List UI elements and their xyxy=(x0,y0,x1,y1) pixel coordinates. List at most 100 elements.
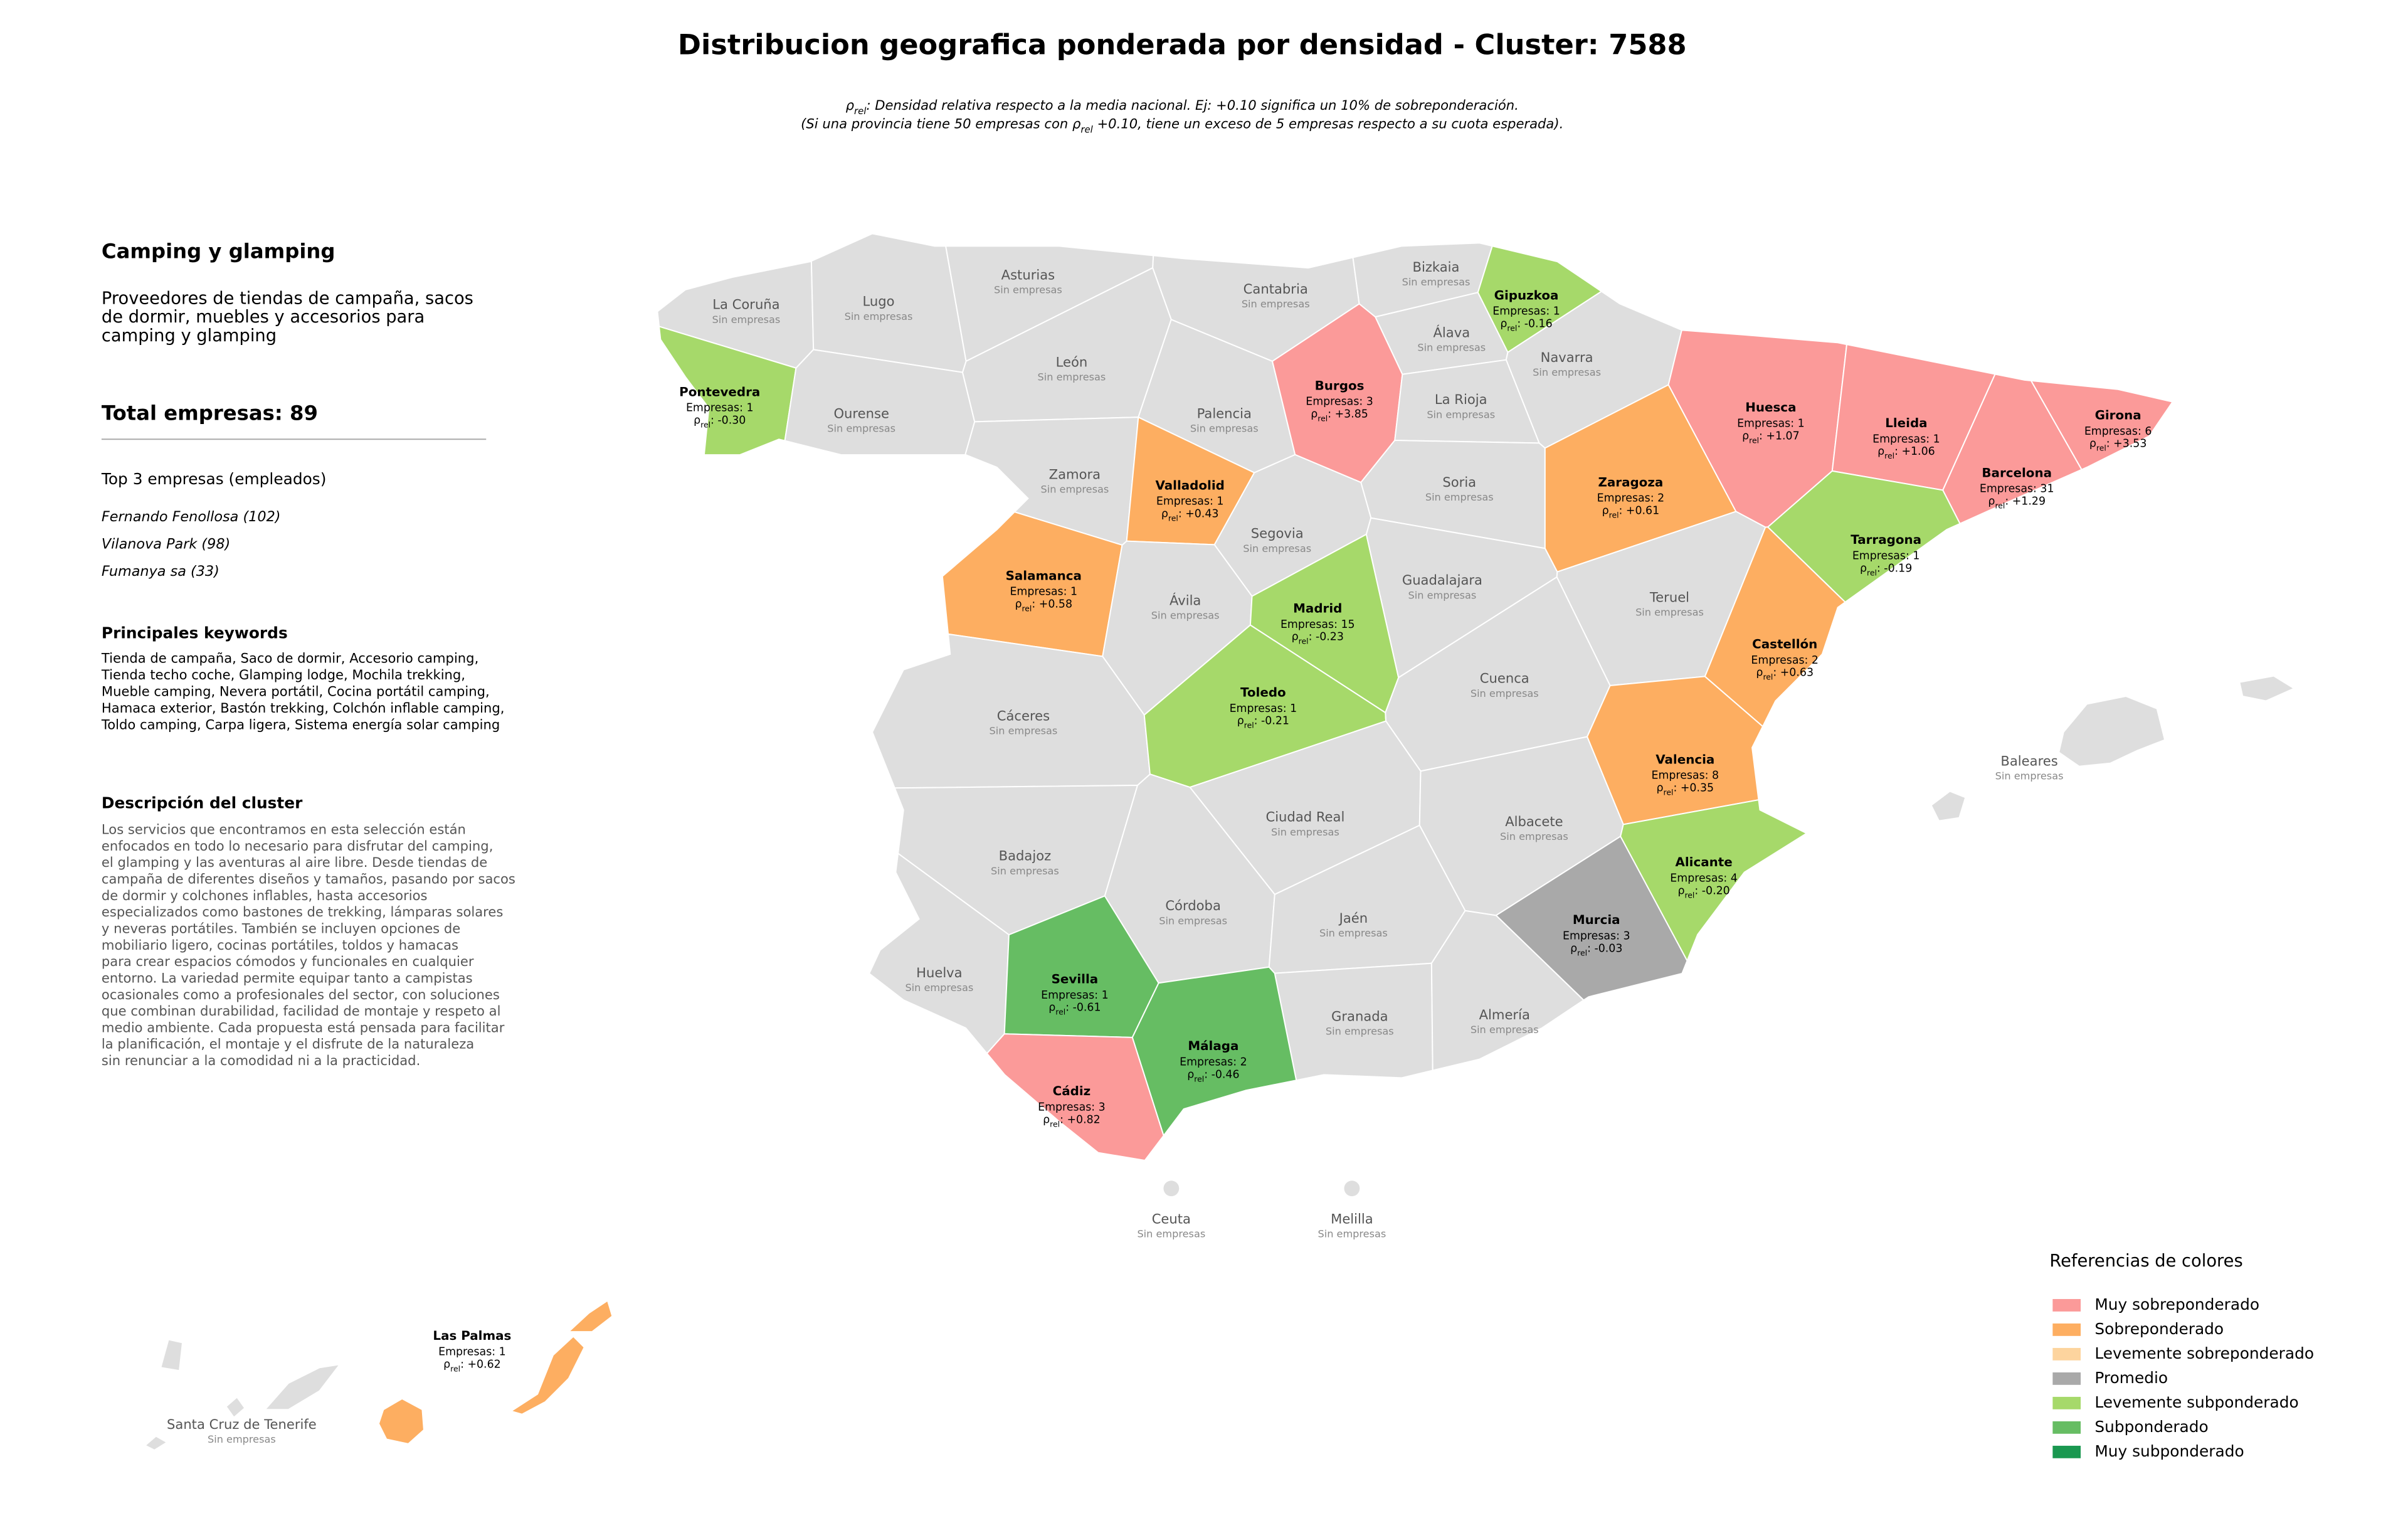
province-name: Las Palmas xyxy=(433,1329,511,1343)
subscript: rel xyxy=(1867,568,1877,577)
subscript: rel xyxy=(1318,414,1328,423)
province-rho: ρrel: +0.58 xyxy=(1015,598,1072,613)
sidebar-summary: camping y glamping xyxy=(102,326,277,346)
province xyxy=(986,1033,1164,1162)
text-part: : +3.53 xyxy=(2106,438,2147,450)
province-name: Huelva xyxy=(916,965,962,980)
province-name: Guadalajara xyxy=(1402,572,1482,588)
text-part: ρ xyxy=(1988,496,1995,508)
province-empty: Sin empresas xyxy=(827,423,895,435)
keyword-line: Toldo camping, Carpa ligera, Sistema ene… xyxy=(101,717,500,733)
text-part: ρ xyxy=(1043,1113,1050,1126)
subscript: rel xyxy=(1299,637,1309,646)
text-part: ρ xyxy=(1237,715,1244,728)
map xyxy=(144,233,2296,1451)
province-rho: ρrel: -0.23 xyxy=(1292,631,1344,646)
province-empty: Sin empresas xyxy=(990,724,1058,736)
legend-swatch xyxy=(2052,1372,2081,1385)
province-empty: Sin empresas xyxy=(1402,276,1471,288)
description-line: que combinan durabilidad, facilidad de m… xyxy=(102,1003,501,1019)
province-count: Empresas: 1 xyxy=(1492,305,1560,318)
text-part: : +3.85 xyxy=(1328,408,1368,421)
description-line: Los servicios que encontramos en esta se… xyxy=(102,822,466,837)
province-count: Empresas: 8 xyxy=(1652,770,1719,782)
description-line: mobiliario ligero, cocinas portátiles, t… xyxy=(102,937,458,953)
province-name: Girona xyxy=(2095,408,2141,423)
province-rho: ρrel: -0.46 xyxy=(1187,1068,1239,1083)
province-rho: ρrel: -0.19 xyxy=(1860,562,1912,577)
text-part: ρ xyxy=(2089,438,2096,450)
province-count: Empresas: 6 xyxy=(2084,425,2152,438)
description-line: para crear espacios cómodos y funcionale… xyxy=(102,953,474,969)
province-name: Burgos xyxy=(1315,378,1365,393)
province-count: Empresas: 1 xyxy=(1872,433,1940,445)
province-empty: Sin empresas xyxy=(1319,927,1388,939)
province xyxy=(1620,798,1809,963)
description-line: ocasionales como a profesionales del sec… xyxy=(102,987,500,1002)
text-part: : Densidad relativa respecto a la media … xyxy=(866,97,1518,113)
province-name: Baleares xyxy=(2000,753,2057,768)
legend-swatch xyxy=(2052,1396,2081,1409)
province xyxy=(2239,675,2296,702)
top-company: Fumanya sa (33) xyxy=(102,563,219,580)
subscript: rel xyxy=(1749,435,1759,445)
subscript: rel xyxy=(1884,451,1894,460)
province-name: Palencia xyxy=(1197,406,1252,422)
legend-swatch xyxy=(2052,1323,2081,1336)
legend-label: Levemente subponderado xyxy=(2094,1393,2298,1411)
province-rho: ρrel: +1.29 xyxy=(1988,496,2046,511)
province-name: Cádiz xyxy=(1053,1084,1091,1098)
text-part: : +1.06 xyxy=(1894,445,1935,458)
province-empty: Sin empresas xyxy=(1417,341,1486,353)
legend-label: Subponderado xyxy=(2094,1418,2208,1436)
subscript: rel xyxy=(1055,1007,1065,1017)
subscript: rel xyxy=(2096,443,2106,453)
text-part: : -0.23 xyxy=(1309,631,1344,644)
text-part: ρ xyxy=(1187,1068,1194,1081)
subscript: rel xyxy=(1664,787,1674,797)
province-rho: ρrel: +0.43 xyxy=(1161,507,1219,523)
text-part: ρ xyxy=(1657,782,1664,794)
province-count: Empresas: 3 xyxy=(1563,930,1630,942)
description-line: sin renunciar a la comodidad ni a la pra… xyxy=(102,1053,420,1068)
text-part: ρ xyxy=(1048,1002,1055,1014)
province-count: Empresas: 4 xyxy=(1670,873,1738,885)
province-name: Zamora xyxy=(1049,466,1101,482)
legend-label: Muy sobreponderado xyxy=(2094,1295,2259,1313)
total: Total empresas: 89 xyxy=(102,401,318,425)
province-count: Empresas: 2 xyxy=(1180,1056,1247,1069)
subscript: rel xyxy=(1507,324,1517,333)
province-empty: Sin empresas xyxy=(1500,830,1568,842)
subtitle-line: (Si una provincia tiene 50 empresas con … xyxy=(801,116,1563,135)
subscript: rel xyxy=(1168,513,1178,523)
province-name: Ciudad Real xyxy=(1265,809,1344,825)
province-name: La Coruña xyxy=(712,297,779,312)
province xyxy=(144,1435,169,1451)
province-name: Melilla xyxy=(1331,1211,1373,1226)
province-count: Empresas: 1 xyxy=(1852,549,1920,562)
text-part: ρ xyxy=(1602,504,1609,517)
province-empty: Sin empresas xyxy=(991,865,1059,877)
province-name: Segovia xyxy=(1251,526,1304,541)
keywords-title: Principales keywords xyxy=(102,624,288,642)
province-name: Bizkaia xyxy=(1413,259,1460,275)
province-empty: Sin empresas xyxy=(1151,610,1220,622)
text-part: : +0.63 xyxy=(1773,667,1814,679)
province-empty: Sin empresas xyxy=(1159,915,1227,926)
province xyxy=(1430,910,1585,1071)
province-count: Empresas: 1 xyxy=(1156,496,1224,508)
province-count: Empresas: 1 xyxy=(438,1345,506,1358)
province-name: La Rioja xyxy=(1435,391,1487,407)
text-part: ρ xyxy=(1292,631,1299,644)
province-name: Santa Cruz de Tenerife xyxy=(167,1416,317,1432)
sidebar-summary: Proveedores de tiendas de campaña, sacos xyxy=(102,289,473,308)
province-name: Salamanca xyxy=(1006,568,1082,583)
province-name: Alicante xyxy=(1675,855,1732,869)
province-rho: ρrel: +1.07 xyxy=(1742,430,1800,445)
text-part: : -0.21 xyxy=(1254,715,1289,728)
province-name: Lugo xyxy=(862,294,894,309)
description-line: especializados como bastones de trekking… xyxy=(102,904,503,920)
province-rho: ρrel: -0.16 xyxy=(1500,318,1552,333)
province-empty: Sin empresas xyxy=(1408,589,1477,601)
province-count: Empresas: 1 xyxy=(1737,417,1805,430)
